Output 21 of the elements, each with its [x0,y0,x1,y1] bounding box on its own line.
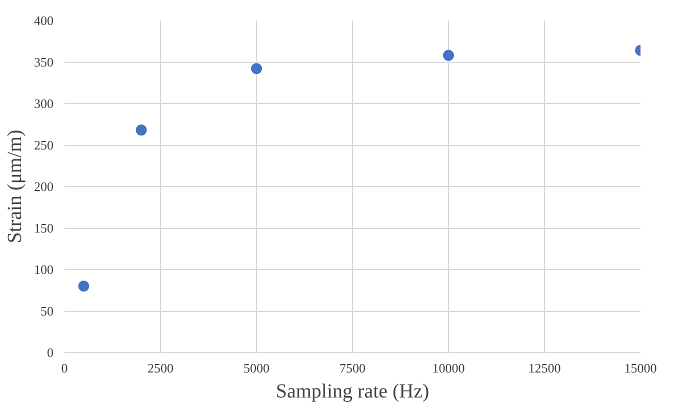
x-tick-label: 10000 [432,360,465,376]
y-tick-label: 200 [34,179,54,194]
point [136,124,147,136]
x-tick-label: 7500 [340,360,366,376]
y-tick-label: 400 [34,13,54,28]
y-tick-label: 150 [34,220,54,236]
y-tick-label: 0 [47,345,54,360]
x-tick-label: 2500 [148,360,174,376]
point [251,63,262,74]
x-tick-label: 12500 [528,360,561,376]
y-tick-label: 100 [34,262,54,277]
y-tick-label: 250 [34,138,54,152]
y-axis-title: Strain (μm/m) [4,130,26,244]
y-tick-label: 50 [40,304,54,318]
y-tick-label: 300 [34,96,54,111]
x-tick-label: 5000 [244,360,270,376]
point [78,280,90,292]
x-tick-label: 15000 [624,360,657,376]
x-axis-title: Sampling rate (Hz) [276,380,430,402]
x-tick-label: 0 [61,360,68,376]
y-tick-label: 350 [34,54,54,70]
